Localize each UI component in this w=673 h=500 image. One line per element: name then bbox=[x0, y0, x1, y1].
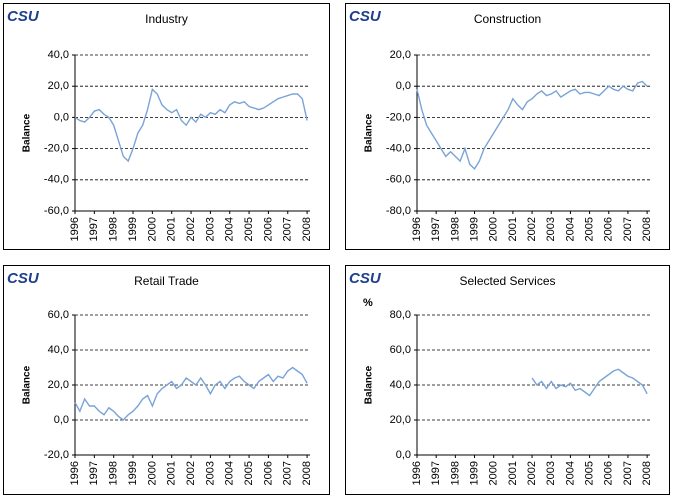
x-tick-label: 1996 bbox=[411, 217, 423, 241]
y-tick-label: 0,0 bbox=[396, 80, 411, 92]
x-tick-label: 2003 bbox=[545, 217, 557, 241]
y-tick-label: 60,0 bbox=[390, 344, 411, 356]
x-tick-label: 1997 bbox=[88, 461, 100, 485]
x-tick-label: 2000 bbox=[488, 217, 500, 241]
y-axis-label: Balance bbox=[22, 365, 33, 404]
x-tick-label: 1997 bbox=[430, 461, 442, 485]
y-tick-label: -80,0 bbox=[386, 205, 411, 217]
x-tick-label: 1998 bbox=[108, 217, 120, 241]
panel-border bbox=[3, 3, 330, 250]
x-tick-label: 1996 bbox=[69, 217, 81, 241]
y-tick-label: 40,0 bbox=[390, 379, 411, 391]
chart-panel: CSU Selected Services% Balance 0,0 20,0 40,0 6… bbox=[345, 265, 670, 495]
x-tick-label: 2007 bbox=[282, 217, 294, 241]
y-tick-label: 20,0 bbox=[48, 379, 69, 391]
panel-border bbox=[345, 3, 670, 250]
x-tick-label: 2004 bbox=[564, 461, 576, 485]
x-tick-label: 2003 bbox=[204, 217, 216, 241]
x-tick-label: 2003 bbox=[204, 461, 216, 485]
y-tick-label: -20,0 bbox=[44, 143, 69, 155]
x-tick-label: 2003 bbox=[545, 461, 557, 485]
logo: CSU bbox=[7, 8, 40, 25]
x-tick-label: 2000 bbox=[146, 461, 158, 485]
y-unit: % bbox=[363, 297, 373, 309]
data-line bbox=[416, 80, 648, 170]
x-tick-label: 2006 bbox=[603, 217, 615, 241]
x-tick-label: 2006 bbox=[262, 217, 274, 241]
chart-title: Selected Services bbox=[459, 274, 555, 288]
data-line bbox=[74, 366, 308, 421]
x-tick-label: 2005 bbox=[243, 461, 255, 485]
y-tick-label: -40,0 bbox=[386, 143, 411, 155]
x-tick-label: 2008 bbox=[641, 461, 653, 485]
x-tick-label: 2005 bbox=[243, 217, 255, 241]
y-tick-label: 0,0 bbox=[54, 111, 69, 123]
x-tick-label: 2000 bbox=[146, 217, 158, 241]
x-tick-label: 1997 bbox=[430, 217, 442, 241]
x-tick-label: 2004 bbox=[224, 217, 236, 241]
x-tick-label: 1999 bbox=[127, 461, 139, 485]
data-line bbox=[74, 87, 308, 163]
x-tick-label: 2001 bbox=[507, 217, 519, 241]
x-tick-label: 1999 bbox=[468, 217, 480, 241]
y-tick-label: 20,0 bbox=[390, 49, 411, 61]
chart-title: Retail Trade bbox=[134, 274, 199, 288]
x-tick-label: 2007 bbox=[282, 461, 294, 485]
x-tick-label: 2001 bbox=[507, 461, 519, 485]
x-tick-label: 1998 bbox=[449, 461, 461, 485]
y-tick-label: 40,0 bbox=[48, 344, 69, 356]
x-tick-label: 2000 bbox=[488, 461, 500, 485]
x-tick-label: 2008 bbox=[641, 217, 653, 241]
y-tick-label: 80,0 bbox=[390, 309, 411, 321]
x-tick-label: 2007 bbox=[622, 217, 634, 241]
x-tick-label: 1998 bbox=[108, 461, 120, 485]
x-tick-label: 2006 bbox=[262, 461, 274, 485]
y-tick-label: 20,0 bbox=[48, 80, 69, 92]
chart-panel: CSU Industry Balance -60,0 -40,0 -20,0 0,0 20,0… bbox=[3, 3, 330, 250]
x-tick-label: 1997 bbox=[88, 217, 100, 241]
x-tick-label: 2008 bbox=[301, 217, 313, 241]
y-tick-label: -20,0 bbox=[44, 449, 69, 461]
x-tick-label: 2004 bbox=[224, 461, 236, 485]
x-tick-label: 1998 bbox=[449, 217, 461, 241]
y-axis-label: Balance bbox=[364, 365, 375, 404]
y-tick-label: 20,0 bbox=[390, 414, 411, 426]
chart-title: Construction bbox=[474, 12, 541, 26]
y-axis-label: Balance bbox=[364, 113, 375, 152]
x-tick-label: 2001 bbox=[166, 461, 178, 485]
x-tick-label: 2005 bbox=[583, 461, 595, 485]
chart-title: Industry bbox=[145, 12, 188, 26]
y-tick-label: 0,0 bbox=[396, 449, 411, 461]
x-tick-label: 2002 bbox=[526, 217, 538, 241]
chart-panel: CSU Construction Balance -80,0 -60,0 -40,0 -20… bbox=[345, 3, 670, 250]
x-tick-label: 1999 bbox=[468, 461, 480, 485]
x-tick-label: 2002 bbox=[185, 217, 197, 241]
y-tick-label: 40,0 bbox=[48, 49, 69, 61]
data-line bbox=[531, 368, 648, 397]
x-tick-label: 1996 bbox=[411, 461, 423, 485]
x-tick-label: 2005 bbox=[583, 217, 595, 241]
x-tick-label: 2001 bbox=[166, 217, 178, 241]
x-tick-label: 2006 bbox=[603, 461, 615, 485]
x-tick-label: 2002 bbox=[526, 461, 538, 485]
x-tick-label: 1999 bbox=[127, 217, 139, 241]
logo: CSU bbox=[349, 270, 382, 287]
x-tick-label: 2002 bbox=[185, 461, 197, 485]
logo: CSU bbox=[349, 8, 382, 25]
y-tick-label: -40,0 bbox=[44, 174, 69, 186]
y-tick-label: 0,0 bbox=[54, 414, 69, 426]
x-tick-label: 2008 bbox=[301, 461, 313, 485]
y-tick-label: -20,0 bbox=[386, 111, 411, 123]
x-tick-label: 1996 bbox=[69, 461, 81, 485]
chart-panel: CSU Retail Trade Balance -20,0 0,0 20,0 40,0 60… bbox=[3, 265, 330, 495]
y-tick-label: -60,0 bbox=[386, 174, 411, 186]
y-tick-label: -60,0 bbox=[44, 205, 69, 217]
y-axis-label: Balance bbox=[22, 113, 33, 152]
x-tick-label: 2007 bbox=[622, 461, 634, 485]
panel-border bbox=[345, 265, 670, 495]
x-tick-label: 2004 bbox=[564, 217, 576, 241]
y-tick-label: 60,0 bbox=[48, 309, 69, 321]
logo: CSU bbox=[7, 270, 40, 287]
